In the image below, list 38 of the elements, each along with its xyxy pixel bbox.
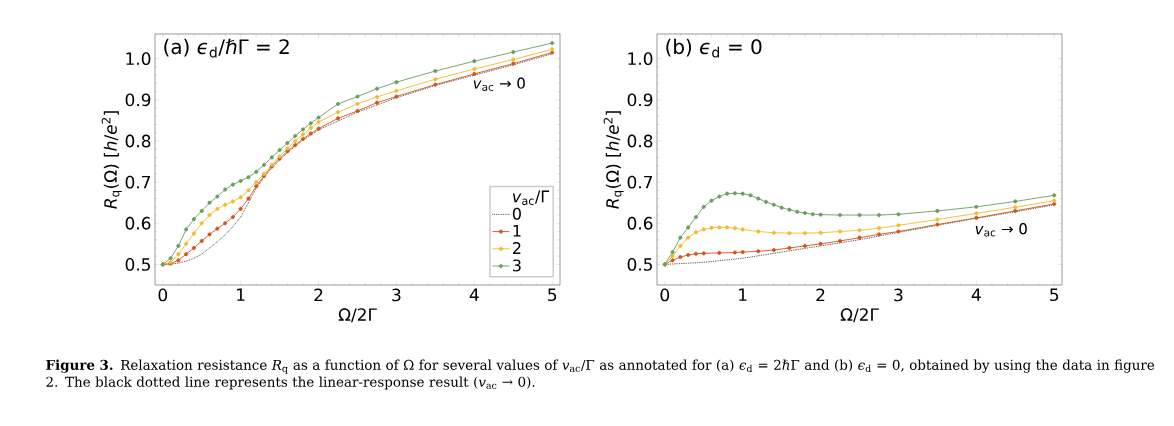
x-tick-label: 2 xyxy=(314,288,323,302)
y-axis-title: R$_{q}$(Ω) [h/e$^{2}$] xyxy=(101,111,122,209)
x-tick-label: 1 xyxy=(237,288,245,301)
chart-title: (b) ϵ$_{d}$ = 0 xyxy=(666,38,762,58)
y-tick-label: 1.0 xyxy=(126,52,151,66)
x-tick-label: 0 xyxy=(158,288,168,302)
x-tick-label: 3 xyxy=(392,288,401,302)
legend-label: 0 xyxy=(512,207,521,220)
legend-label: 2 xyxy=(513,242,521,254)
y-axis-title: R$_{q}$(Ω) [h/e$^{2}$] xyxy=(603,111,624,209)
y-tick-label: 0.6 xyxy=(125,216,151,230)
y-tick-label: 0.8 xyxy=(627,134,653,148)
legend-label: 3 xyxy=(513,259,521,272)
x-tick-label: 1 xyxy=(739,288,747,301)
x-tick-label: 5 xyxy=(548,288,557,302)
legend-label: 1 xyxy=(513,225,521,237)
annotation: v$_{ac}$ → 0 xyxy=(473,77,525,91)
text: Figure 3. Relaxation resistance R$_{q}$ as a function of Ω for several values of v$_{ac}$/Γ as annotated for (a) ϵ$_{d}$ = 2ℏΓ and (b) ϵ$_{d}$ = 0, obtained by using the data in figure 2. The black dotted line represents the linear-response result (v$_{ac}$ → 0). xyxy=(46,359,1155,390)
y-tick-label: 0.9 xyxy=(125,93,151,107)
y-tick-label: 0.5 xyxy=(627,258,653,271)
y-tick-label: 0.7 xyxy=(125,175,151,189)
y-tick-label: 0.9 xyxy=(627,93,653,107)
y-tick-label: 1.0 xyxy=(628,52,653,66)
y-tick-label: 0.8 xyxy=(125,134,151,148)
x-tick-label: 4 xyxy=(469,288,479,301)
x-axis-title: Ω/2Γ xyxy=(338,308,377,323)
annotation: v$_{ac}$ → 0 xyxy=(975,223,1027,237)
x-tick-label: 3 xyxy=(894,288,903,302)
x-tick-label: 4 xyxy=(971,288,981,301)
x-axis-title: Ω/2Γ xyxy=(840,308,879,323)
x-tick-label: 0 xyxy=(660,288,670,302)
chart-title: (a) ϵ$_{d}$/ℏΓ = 2 xyxy=(164,38,289,58)
y-tick-label: 0.7 xyxy=(627,175,653,189)
y-tick-label: 0.5 xyxy=(125,258,150,271)
y-tick-label: 0.6 xyxy=(627,216,653,230)
legend-title: v$_{ac}$/Γ xyxy=(512,190,550,205)
x-tick-label: 5 xyxy=(1050,288,1059,302)
x-tick-label: 2 xyxy=(816,288,825,302)
